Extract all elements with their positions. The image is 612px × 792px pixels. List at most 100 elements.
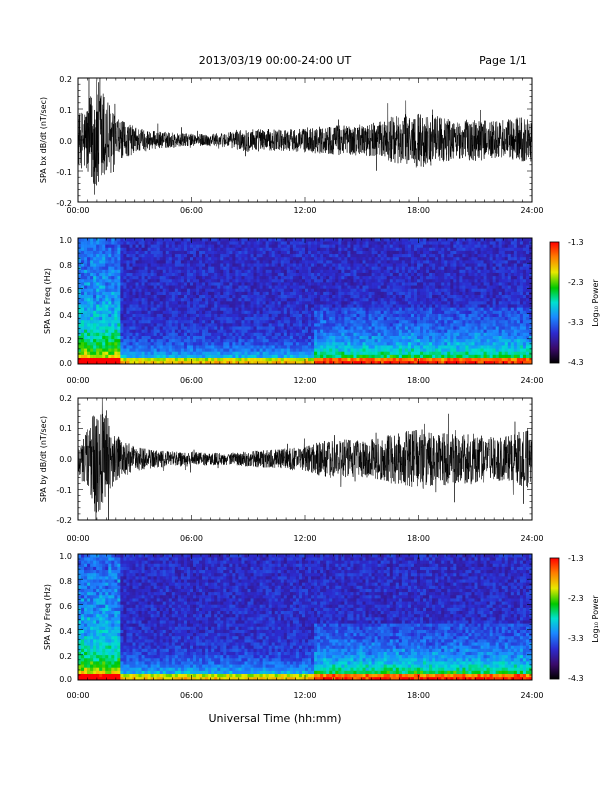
spectrogram-cell bbox=[289, 354, 294, 358]
spectrogram-cell bbox=[262, 323, 266, 327]
spectrogram-cell bbox=[353, 297, 357, 302]
spectrogram-cell bbox=[208, 341, 212, 346]
spectrogram-cell bbox=[329, 275, 333, 280]
spectrogram-cell bbox=[96, 357, 100, 362]
spectrogram-cell bbox=[226, 316, 230, 321]
spectrogram-cell bbox=[217, 323, 221, 327]
spectrogram-cell bbox=[404, 238, 409, 242]
spectrogram-cell bbox=[407, 354, 412, 358]
spectrogram-cell bbox=[295, 238, 300, 242]
spectrogram-cell bbox=[301, 310, 306, 314]
spectrogram-cell bbox=[262, 354, 266, 358]
spectrogram-cell bbox=[416, 319, 421, 324]
spectrogram-cell bbox=[429, 250, 433, 255]
spectrogram-cell bbox=[377, 241, 381, 245]
spectrogram-cell bbox=[350, 260, 354, 264]
spectrogram-cell bbox=[404, 272, 409, 277]
spectrogram-cell bbox=[423, 338, 427, 343]
spectrogram-cell bbox=[280, 357, 285, 362]
spectrogram-cell bbox=[416, 313, 421, 318]
spectrogram-cell bbox=[111, 351, 115, 355]
spectrogram-cell bbox=[226, 360, 230, 365]
spectrogram-cell bbox=[286, 260, 291, 264]
spectrogram-cell bbox=[159, 285, 164, 289]
spectrogram-cell bbox=[438, 244, 442, 248]
spectrogram-cell bbox=[156, 329, 161, 333]
spectrogram-cell bbox=[259, 329, 263, 333]
spectrogram-cell bbox=[153, 256, 157, 261]
spectrogram-cell bbox=[268, 282, 273, 286]
spectrogram-cell bbox=[280, 341, 285, 346]
spectrogram-cell bbox=[177, 316, 182, 321]
spectrogram-cell bbox=[317, 263, 321, 267]
spectrogram-cell bbox=[78, 260, 82, 264]
spectrogram-cell bbox=[84, 266, 88, 270]
spectrogram-cell bbox=[114, 275, 118, 280]
spectrogram-cell bbox=[259, 341, 263, 346]
spectrogram-cell bbox=[426, 341, 430, 346]
spectrogram-cell bbox=[147, 297, 151, 302]
spectrogram-cell bbox=[259, 269, 263, 273]
spectrogram-cell bbox=[105, 260, 109, 264]
spectrogram-cell bbox=[153, 357, 157, 362]
spectrogram-cell bbox=[377, 348, 381, 352]
spectrogram-cell bbox=[329, 304, 333, 308]
spectrogram-cell bbox=[196, 282, 200, 286]
spectrogram-cell bbox=[398, 341, 403, 346]
spectrogram-cell bbox=[377, 307, 381, 311]
spectrogram-cell bbox=[271, 310, 276, 314]
spectrogram-cell bbox=[268, 275, 273, 280]
spectrogram-cell bbox=[329, 247, 333, 251]
spectrogram-cell bbox=[320, 253, 324, 258]
spectrogram-cell bbox=[211, 288, 215, 292]
spectrogram-cell bbox=[217, 341, 221, 346]
spectrogram-cell bbox=[265, 357, 269, 362]
spectrogram-cell bbox=[132, 354, 136, 358]
spectrogram-cell bbox=[141, 335, 145, 340]
spectrogram-cell bbox=[326, 335, 330, 340]
spectrogram-cell bbox=[238, 244, 242, 248]
spectrogram-cell bbox=[298, 282, 303, 286]
spectrogram-cell bbox=[383, 360, 388, 365]
spectrogram-cell bbox=[241, 266, 245, 270]
spectrogram-cell bbox=[380, 345, 384, 349]
spectrogram-cell bbox=[314, 348, 318, 352]
spectrogram-cell bbox=[141, 266, 145, 270]
spectrogram-cell bbox=[177, 272, 182, 277]
spectrogram-cell bbox=[114, 332, 118, 336]
spectrogram-cell bbox=[323, 297, 327, 302]
spectrogram-cell bbox=[193, 329, 197, 333]
spectrogram-cell bbox=[244, 301, 248, 305]
spectrogram-cell bbox=[177, 247, 182, 251]
spectrogram-cell bbox=[238, 348, 242, 352]
spectrogram-cell bbox=[311, 313, 315, 318]
spectrogram-cell bbox=[256, 247, 260, 251]
spectrogram-cell bbox=[189, 250, 194, 255]
spectrogram-cell bbox=[283, 250, 288, 255]
spectrogram-cell bbox=[159, 348, 164, 352]
spectrogram-cell bbox=[135, 341, 139, 346]
spectrogram-cell bbox=[235, 288, 239, 292]
spectrogram-cell bbox=[87, 332, 91, 336]
spectrogram-cell bbox=[359, 332, 363, 336]
spectrogram-cell bbox=[205, 357, 209, 362]
spectrogram-cell bbox=[429, 256, 433, 261]
spectrogram-cell bbox=[365, 241, 369, 245]
spectrogram-cell bbox=[317, 360, 321, 365]
spectrogram-cell bbox=[93, 316, 97, 321]
spectrogram-cell bbox=[426, 256, 430, 261]
spectrogram-cell bbox=[311, 323, 315, 327]
spectrogram-cell bbox=[226, 310, 230, 314]
spectrogram-cell bbox=[247, 307, 251, 311]
spectrogram-cell bbox=[429, 307, 433, 311]
spectrogram-cell bbox=[410, 291, 415, 295]
spectrogram-cell bbox=[432, 345, 436, 349]
spectrogram-cell bbox=[329, 354, 333, 358]
spectrogram-cell bbox=[350, 269, 354, 273]
spectrogram-cell bbox=[335, 260, 339, 264]
spectrogram-cell bbox=[329, 241, 333, 245]
spectrogram-cell bbox=[147, 247, 151, 251]
spectrogram-cell bbox=[356, 338, 360, 343]
spectrogram-cell bbox=[174, 253, 179, 258]
spectrogram-cell bbox=[90, 354, 94, 358]
